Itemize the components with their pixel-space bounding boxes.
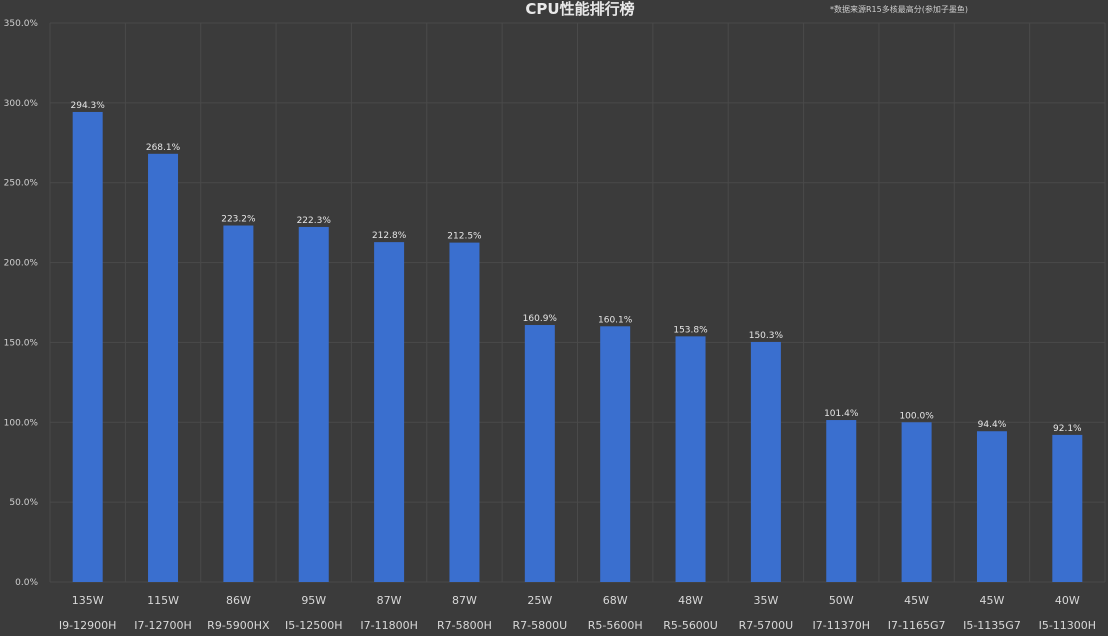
bar: [826, 420, 857, 582]
power-label: 86W: [226, 594, 251, 607]
power-label: 115W: [147, 594, 179, 607]
y-tick-label: 350.0%: [4, 19, 39, 29]
bar: [675, 336, 706, 582]
bar-data-label: 153.8%: [673, 325, 708, 335]
y-tick-label: 150.0%: [4, 338, 39, 348]
bar: [1052, 434, 1083, 582]
bar-data-label: 100.0%: [899, 411, 934, 421]
bar-data-label: 294.3%: [71, 101, 106, 111]
bar-data-label: 94.4%: [978, 420, 1007, 430]
bar-data-label: 160.9%: [523, 314, 558, 324]
bar: [374, 242, 405, 583]
category-label: I5-11300H: [1039, 619, 1096, 632]
category-label: I5-1135G7: [963, 619, 1021, 632]
bar: [148, 153, 179, 582]
category-label: I7-12700H: [134, 619, 191, 632]
bar-data-label: 268.1%: [146, 143, 181, 153]
grid-layer: [49, 22, 1106, 583]
y-tick-label: 300.0%: [4, 99, 39, 109]
category-label: R7-5700U: [739, 619, 794, 632]
bar: [976, 431, 1007, 582]
power-label: 95W: [301, 594, 326, 607]
bar-layer: [72, 111, 1083, 583]
y-tick-label: 100.0%: [4, 418, 39, 428]
category-label: R9-5900HX: [207, 619, 270, 632]
bar: [901, 422, 932, 582]
category-label: I7-11800H: [360, 619, 417, 632]
y-tick-label: 250.0%: [4, 179, 39, 189]
power-label: 87W: [377, 594, 402, 607]
power-label: 135W: [72, 594, 104, 607]
bar: [72, 111, 103, 583]
y-tick-label: 200.0%: [4, 259, 39, 269]
power-label: 87W: [452, 594, 477, 607]
power-label: 35W: [753, 594, 778, 607]
bar-data-label: 92.1%: [1053, 424, 1082, 434]
bar-data-label: 150.3%: [749, 331, 784, 341]
power-label: 45W: [904, 594, 929, 607]
bar: [600, 326, 631, 582]
category-label: I7-11370H: [813, 619, 870, 632]
category-label: I9-12900H: [59, 619, 116, 632]
y-tick-label: 50.0%: [9, 498, 38, 508]
power-label: 25W: [527, 594, 552, 607]
x-axis: 135W I9-12900H 115W I7-12700H 86W R9-5900HX 95…: [59, 594, 1096, 632]
power-label: 40W: [1055, 594, 1080, 607]
bar-data-label: 222.3%: [297, 216, 332, 226]
chart-annotation: *数据来源R15多核最高分(参加子墨鱼): [830, 4, 968, 14]
chart-title: CPU性能排行榜: [525, 0, 634, 18]
y-tick-label: 0.0%: [15, 578, 38, 588]
bar-data-label: 160.1%: [598, 315, 633, 325]
bar-data-label: 101.4%: [824, 409, 859, 419]
power-label: 48W: [678, 594, 703, 607]
power-label: 68W: [603, 594, 628, 607]
bar-data-label: 223.2%: [221, 215, 256, 225]
bar: [750, 341, 781, 582]
bar-data-label: 212.8%: [372, 231, 407, 241]
bar: [524, 325, 555, 582]
bar: [223, 225, 254, 583]
category-label: R5-5600H: [588, 619, 643, 632]
y-axis: 0.0% 50.0% 100.0% 150.0% 200.0% 250.0% 300.0% 3…: [4, 19, 39, 588]
power-label: 50W: [829, 594, 854, 607]
power-label: 45W: [980, 594, 1005, 607]
data-labels: 294.3% 268.1% 223.2% 222.3% 212.8% 212.5% 160.…: [71, 101, 1083, 434]
category-label: I7-1165G7: [888, 619, 946, 632]
bar: [449, 242, 480, 582]
bar: [298, 226, 329, 582]
category-label: I5-12500H: [285, 619, 342, 632]
category-label: R7-5800H: [437, 619, 492, 632]
category-label: R5-5600U: [663, 619, 718, 632]
bar-data-label: 212.5%: [447, 232, 482, 242]
category-label: R7-5800U: [512, 619, 567, 632]
